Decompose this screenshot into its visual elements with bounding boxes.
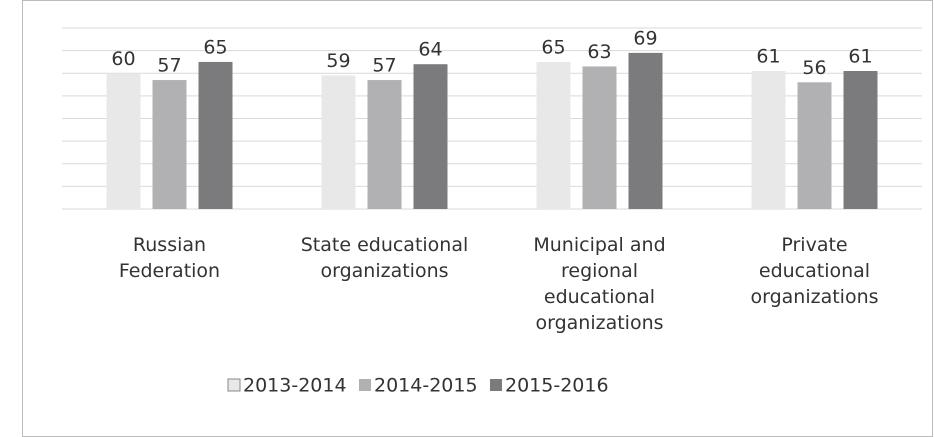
value-label: 64 [418,39,442,61]
bar [198,61,233,209]
bar [536,61,571,209]
bar [106,73,141,209]
legend-label: 2014-2015 [374,375,478,397]
bar [152,80,187,209]
legend-swatch [359,379,371,391]
legend-swatch [227,378,241,392]
value-label: 69 [633,27,657,49]
legend-label: 2013-2014 [243,375,347,397]
value-label: 65 [541,36,565,58]
bar [628,52,663,210]
bar [321,75,356,209]
bar [582,66,617,210]
value-label: 61 [756,45,780,67]
value-label: 59 [326,50,350,72]
value-label: 60 [111,48,135,70]
legend-swatch [490,379,502,391]
value-label: 65 [203,36,227,58]
value-label: 61 [848,45,872,67]
x-tick-label: Municipal and regional educational organ… [533,234,666,334]
bar [843,70,878,209]
bar [367,80,402,209]
legend-label: 2015-2016 [505,375,609,397]
x-tick-label: Russian Federation [118,234,221,282]
x-tick-label: Private educational organizations [750,234,879,308]
value-label: 56 [802,57,826,79]
value-label: 63 [587,41,611,63]
bar [751,70,786,209]
value-label: 57 [157,55,181,77]
bar [797,82,832,209]
x-tick-label: State educational organizations [300,234,469,282]
bar [413,64,448,209]
value-label: 57 [372,55,396,77]
